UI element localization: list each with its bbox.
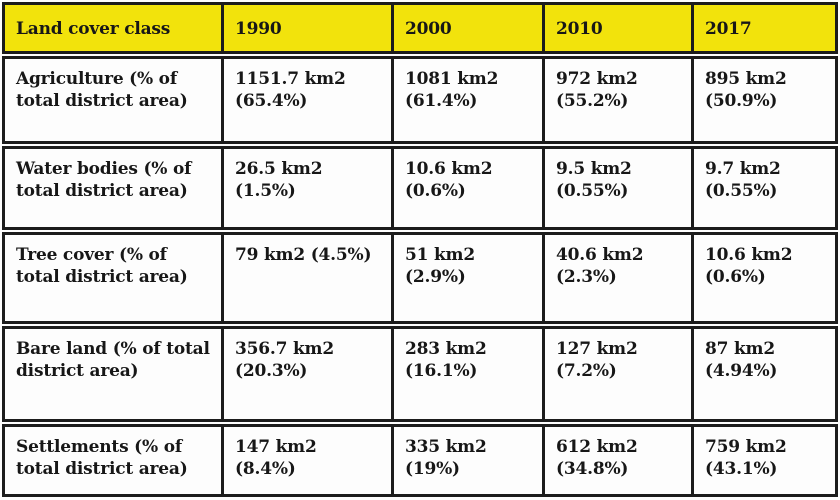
value-cell: 40.6 km2 (2.3%) bbox=[545, 235, 694, 321]
header-cell-land-cover-class: Land cover class bbox=[5, 5, 224, 51]
value-cell: 972 km2 (55.2%) bbox=[545, 59, 694, 141]
row-label-cell: Bare land (% of total district area) bbox=[5, 329, 224, 419]
header-cell-1990: 1990 bbox=[224, 5, 394, 51]
table-row-bare-land: Bare land (% of total district area) 356… bbox=[2, 326, 838, 422]
header-cell-2000: 2000 bbox=[394, 5, 545, 51]
value-cell: 26.5 km2 (1.5%) bbox=[224, 149, 394, 227]
value-cell: 759 km2 (43.1%) bbox=[705, 437, 787, 480]
value-cell: 356.7 km2 (20.3%) bbox=[224, 329, 394, 419]
value-cell: 9.5 km2 (0.55%) bbox=[545, 149, 694, 227]
value-cell: 895 km2 (50.9%) bbox=[705, 69, 787, 112]
value-cell: 147 km2 (8.4%) bbox=[224, 427, 394, 494]
row-label-cell: Tree cover (% of total district area) bbox=[5, 235, 224, 321]
value-cell: 9.7 km2 (0.55%) bbox=[705, 159, 781, 202]
table-row-agriculture: Agriculture (% of total district area) 1… bbox=[2, 56, 838, 144]
value-cell: 51 km2 (2.9%) bbox=[394, 235, 545, 321]
header-cell-2017: 2017 bbox=[705, 19, 752, 39]
row-label-cell: Settlements (% of total district area) bbox=[5, 427, 224, 494]
value-cell: 79 km2 (4.5%) bbox=[224, 235, 394, 321]
value-cell: 10.6 km2 (0.6%) bbox=[705, 245, 793, 288]
value-cell: 335 km2 (19%) bbox=[394, 427, 545, 494]
value-cell: 283 km2 (16.1%) bbox=[394, 329, 545, 419]
value-cell: 127 km2 (7.2%) bbox=[545, 329, 694, 419]
value-cell: 1151.7 km2 (65.4%) bbox=[224, 59, 394, 141]
table-row-water-bodies: Water bodies (% of total district area) … bbox=[2, 146, 838, 230]
row-label-cell: Agriculture (% of total district area) bbox=[5, 59, 224, 141]
table-row-tree-cover: Tree cover (% of total district area) 79… bbox=[2, 232, 838, 324]
value-cell: 612 km2 (34.8%) bbox=[545, 427, 694, 494]
header-cell-2010: 2010 bbox=[545, 5, 694, 51]
table-header-row: Land cover class 1990 2000 2010 2017 bbox=[2, 2, 838, 54]
value-cell: 1081 km2 (61.4%) bbox=[394, 59, 545, 141]
table-row-settlements: Settlements (% of total district area) 1… bbox=[2, 424, 838, 497]
row-label-cell: Water bodies (% of total district area) bbox=[5, 149, 224, 227]
value-cell: 10.6 km2 (0.6%) bbox=[394, 149, 545, 227]
value-cell: 87 km2 (4.94%) bbox=[705, 339, 778, 382]
